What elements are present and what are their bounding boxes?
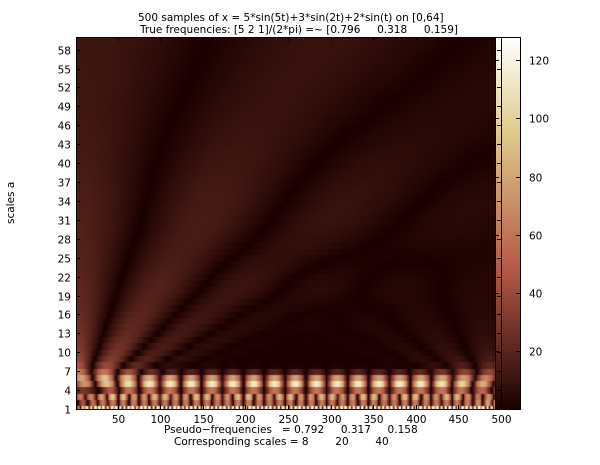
y-tick-label: 55 xyxy=(58,65,71,77)
chart-title-line1: 500 samples of x = 5*sin(5t)+3*sin(2t)+2… xyxy=(138,12,444,24)
x-tick-label: 100 xyxy=(150,414,170,426)
colorbar-frame xyxy=(495,37,521,410)
x-tick-label: 350 xyxy=(363,414,383,426)
y-tick-label: 7 xyxy=(64,367,71,379)
y-tick-label: 52 xyxy=(58,83,71,95)
y-tick-label: 34 xyxy=(58,197,72,209)
y-tick-label: 16 xyxy=(58,310,72,322)
x-axis-label-line2: Corresponding scales = 8 20 40 xyxy=(174,436,389,448)
y-tick-label: 49 xyxy=(58,102,71,114)
x-tick-label: 500 xyxy=(491,414,511,426)
y-tick-label: 43 xyxy=(58,140,71,152)
colorbar-tick-label: 100 xyxy=(529,114,549,126)
y-tick-label: 40 xyxy=(58,159,71,171)
x-tick-label: 50 xyxy=(112,414,125,426)
y-tick-label: 4 xyxy=(64,386,71,398)
y-tick-label: 13 xyxy=(58,329,71,341)
plot-frame xyxy=(76,37,502,410)
x-tick-label: 400 xyxy=(406,414,426,426)
y-tick-label: 58 xyxy=(58,46,71,58)
y-tick-label: 37 xyxy=(58,178,71,190)
chart-title-line2: True frequencies: [5 2 1]/(2*pi) =~ [0.7… xyxy=(140,24,458,36)
y-axis-label: scales a xyxy=(5,181,17,224)
x-tick-label: 150 xyxy=(193,414,213,426)
colorbar-tick-label: 120 xyxy=(529,56,549,68)
x-tick-label: 300 xyxy=(321,414,341,426)
colorbar xyxy=(495,37,520,409)
y-tick-label: 1 xyxy=(64,405,71,417)
x-axis-label-line1: Pseudo−frequencies = 0.792 0.317 0.158 xyxy=(164,424,418,436)
colorbar-tick-label: 60 xyxy=(529,231,542,243)
y-tick-label: 46 xyxy=(58,121,72,133)
scalogram-heatmap xyxy=(76,37,501,409)
x-tick-label: 250 xyxy=(278,414,298,426)
colorbar-tick-label: 80 xyxy=(529,173,542,185)
x-tick-label: 450 xyxy=(448,414,468,426)
x-tick-label: 200 xyxy=(235,414,255,426)
colorbar-tick-label: 40 xyxy=(529,289,542,301)
y-tick-label: 19 xyxy=(58,292,71,304)
y-tick-label: 25 xyxy=(58,254,71,266)
y-tick-label: 28 xyxy=(58,235,71,247)
y-tick-label: 10 xyxy=(58,348,71,360)
y-tick-label: 31 xyxy=(58,216,71,228)
colorbar-tick-label: 20 xyxy=(529,347,542,359)
y-tick-label: 22 xyxy=(58,273,71,285)
